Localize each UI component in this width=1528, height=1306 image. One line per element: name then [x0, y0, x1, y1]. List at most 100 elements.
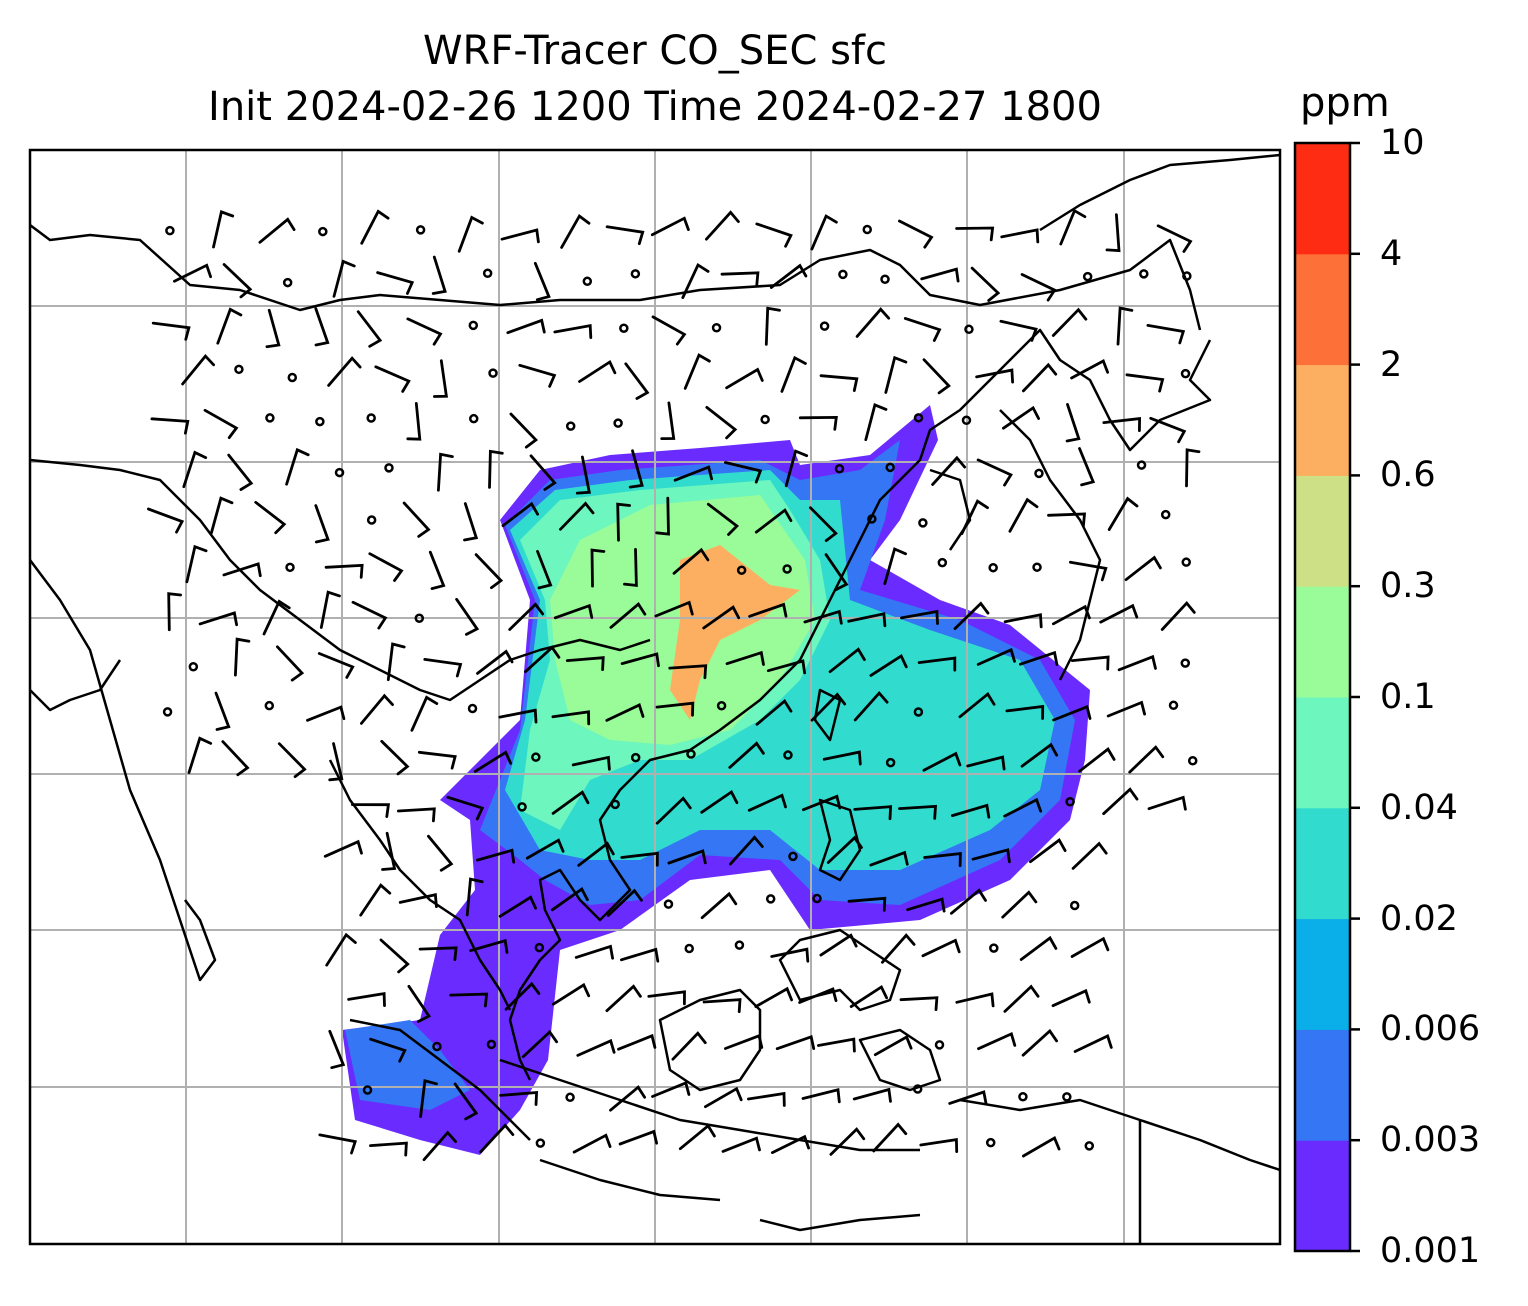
- wind-barb: [609, 1085, 646, 1112]
- colorbar-tick-label: 0.1: [1380, 677, 1436, 717]
- wind-barb: [181, 353, 215, 386]
- wind-barb: [605, 984, 642, 1013]
- wind-barb: [381, 831, 397, 871]
- wind-barb: [620, 947, 660, 963]
- wind-barb: [668, 664, 708, 680]
- wind-barb: [1125, 373, 1165, 393]
- wind-barb: [702, 605, 741, 630]
- calm-wind-marker: [880, 274, 890, 284]
- wind-barb: [419, 1079, 438, 1118]
- wind-barb: [187, 736, 213, 774]
- wind-barb: [855, 307, 891, 338]
- wind-barb: [182, 450, 208, 489]
- wind-barb: [999, 319, 1038, 342]
- wind-barb: [853, 690, 889, 722]
- wind-barb: [150, 417, 190, 435]
- wind-barb: [499, 1090, 539, 1106]
- wind-barb: [775, 1034, 816, 1051]
- wind-barb: [869, 850, 909, 867]
- wind-barb: [899, 996, 939, 1011]
- calm-wind-marker: [1180, 658, 1191, 668]
- wind-barb: [673, 465, 713, 482]
- calm-wind-marker: [782, 564, 792, 574]
- wind-barb: [203, 408, 239, 439]
- wind-barb: [953, 601, 990, 630]
- wind-barb: [501, 501, 539, 528]
- wind-barb: [754, 508, 793, 534]
- calm-wind-marker: [467, 703, 478, 714]
- wind-barb: [655, 796, 692, 825]
- wind-barb: [1001, 890, 1038, 919]
- wind-barb: [476, 649, 514, 675]
- colorbar-tick-label: 0.04: [1380, 787, 1458, 828]
- concentration-field: [342, 405, 1090, 1155]
- calm-wind-marker: [684, 943, 694, 954]
- wind-barb: [864, 403, 888, 442]
- wind-barb: [810, 214, 838, 251]
- wind-barb: [265, 308, 281, 349]
- wind-barb: [369, 1141, 408, 1157]
- calm-wind-marker: [760, 414, 770, 425]
- wind-barb: [975, 368, 1014, 384]
- wind-barb: [368, 552, 404, 582]
- wind-barb: [351, 600, 388, 630]
- wind-barb: [655, 701, 695, 717]
- calm-wind-marker: [937, 557, 948, 568]
- wind-barb: [1107, 496, 1139, 531]
- wind-barb: [900, 609, 939, 625]
- wind-barb: [1070, 359, 1109, 380]
- calm-wind-marker: [582, 276, 593, 287]
- wind-barb: [1003, 613, 1043, 629]
- calm-wind-marker: [630, 269, 641, 279]
- calm-wind-marker: [1182, 271, 1192, 281]
- wind-barb: [976, 458, 1013, 487]
- wind-barb: [504, 981, 541, 1011]
- calm-wind-marker: [1180, 368, 1191, 379]
- wind-barb: [700, 891, 738, 920]
- calm-wind-marker: [862, 224, 872, 235]
- wind-barb: [724, 1033, 764, 1050]
- wind-barb: [660, 401, 676, 440]
- colorbar-tick-label: 4: [1380, 233, 1403, 274]
- calm-wind-marker: [663, 899, 674, 909]
- colorbar-segment: [1295, 697, 1350, 809]
- wind-barb: [948, 1090, 988, 1106]
- wind-barb: [655, 496, 670, 536]
- calm-wind-marker: [1136, 460, 1147, 470]
- colorbar-tick-label: 0.6: [1380, 455, 1436, 496]
- wind-barb: [1022, 362, 1058, 393]
- wind-barb: [931, 455, 967, 486]
- wind-barb: [826, 835, 863, 864]
- calm-wind-marker: [414, 613, 425, 623]
- wind-barb: [465, 877, 484, 917]
- wind-barb: [328, 742, 344, 782]
- wind-barb: [1047, 512, 1087, 528]
- wind-barb: [317, 652, 355, 679]
- wind-barb: [1069, 560, 1108, 582]
- wind-barb: [1000, 228, 1040, 244]
- wind-barb: [397, 807, 436, 823]
- calm-wind-marker: [913, 707, 924, 717]
- wind-barb: [950, 888, 987, 915]
- calm-wind-marker: [366, 413, 376, 423]
- calm-wind-marker: [534, 942, 545, 953]
- wind-barb: [700, 789, 739, 814]
- wind-barb: [921, 938, 961, 958]
- wind-barb: [829, 1127, 866, 1156]
- wind-barb: [970, 266, 1001, 302]
- calm-wind-marker: [1065, 797, 1075, 807]
- wind-barb: [314, 504, 330, 544]
- colorbar-segment: [1295, 143, 1350, 255]
- wind-barb: [958, 692, 996, 719]
- wind-barb: [720, 271, 760, 287]
- wind-barb: [262, 599, 291, 636]
- wind-barb: [671, 1031, 707, 1061]
- calm-wind-marker: [934, 1040, 945, 1050]
- calm-wind-marker: [988, 562, 998, 573]
- wind-barb: [473, 750, 513, 773]
- wind-barb: [518, 363, 557, 388]
- wind-barb: [360, 693, 394, 725]
- colorbar: [1295, 141, 1360, 1253]
- wind-barb: [605, 703, 645, 722]
- wind-barb: [976, 647, 1016, 666]
